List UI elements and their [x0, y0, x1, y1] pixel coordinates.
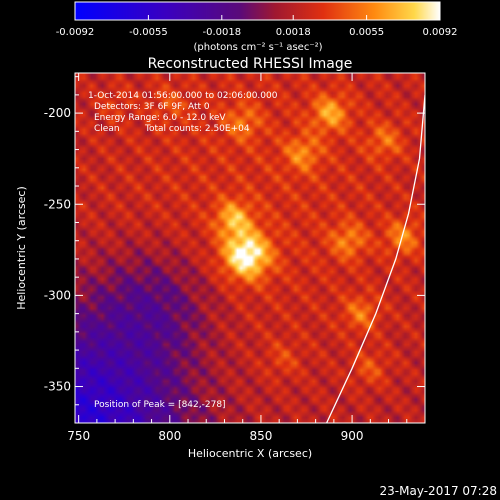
annotation-detectors: Detectors: 3F 6F 9F, Att 0	[94, 102, 210, 112]
colorbar	[74, 1, 441, 21]
axis-ticks: 750 800 850 900 -200 -250 -300 -350	[44, 73, 425, 443]
colorbar-tick-label: 0.0055	[349, 27, 384, 38]
x-tick-label: 800	[158, 429, 181, 443]
solar-limb-line	[326, 94, 425, 423]
x-tick-label: 750	[67, 429, 90, 443]
y-tick-label: -300	[44, 288, 71, 302]
annotation-clean: Clean	[94, 124, 120, 134]
x-tick-label: 900	[341, 429, 364, 443]
heatmap-image	[75, 73, 425, 423]
colorbar-tick-label: 0.0018	[276, 27, 311, 38]
colorbar-tick-label: -0.0018	[202, 27, 241, 38]
x-axis-label: Heliocentric X (arcsec)	[188, 447, 312, 460]
annotation-energy: Energy Range: 6.0 - 12.0 keV	[94, 113, 226, 123]
colorbar-ticks: -0.0092 -0.0055 -0.0018 0.0018 0.0055 0.0092	[56, 15, 458, 38]
annotation-time: 1-Oct-2014 01:56:00.000 to 02:06:00.000	[88, 91, 278, 101]
plot-frame	[74, 72, 426, 424]
colorbar-tick-label: 0.0092	[423, 27, 458, 38]
annotation-peak: Position of Peak = [842,-278]	[94, 400, 226, 410]
chart-title: Reconstructed RHESSI Image	[148, 56, 353, 72]
x-tick-label: 850	[249, 429, 272, 443]
colorbar-tick-label: -0.0092	[56, 27, 95, 38]
colorbar-unit-label: (photons cm⁻² s⁻¹ asec⁻²)	[193, 42, 322, 53]
y-tick-label: -350	[44, 380, 71, 394]
footer-timestamp: 23-May-2017 07:28	[380, 484, 497, 498]
y-tick-label: -200	[44, 106, 71, 120]
annotation-counts: Total counts: 2.50E+04	[144, 124, 250, 134]
y-axis-label: Heliocentric Y (arcsec)	[15, 186, 28, 310]
colorbar-tick-label: -0.0055	[129, 27, 168, 38]
plot-area	[75, 73, 425, 423]
y-tick-label: -250	[44, 197, 71, 211]
